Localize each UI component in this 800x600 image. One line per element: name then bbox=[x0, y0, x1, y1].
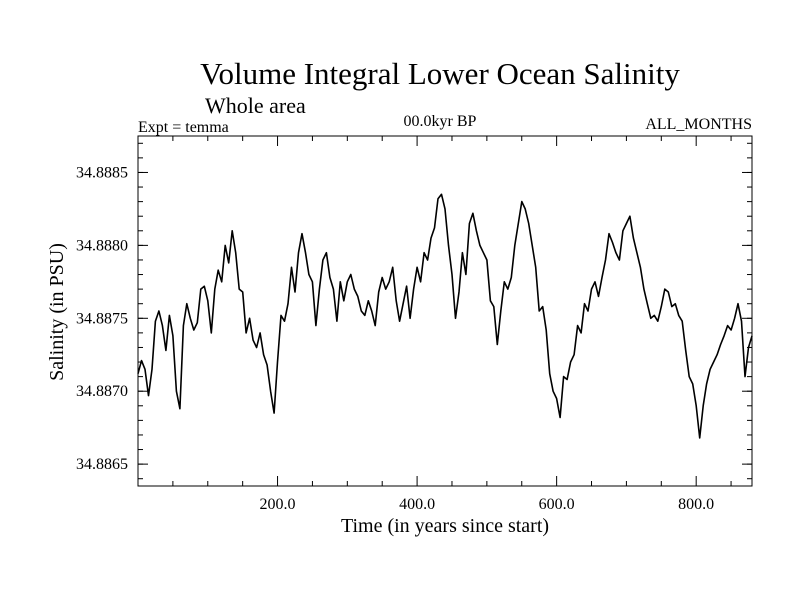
x-tick-label: 200.0 bbox=[260, 496, 296, 513]
x-tick-label: 800.0 bbox=[678, 496, 714, 513]
y-tick-label: 34.8870 bbox=[76, 383, 128, 400]
x-axis-label: Time (in years since start) bbox=[341, 515, 549, 537]
y-tick-label: 34.8875 bbox=[76, 310, 128, 327]
y-tick-label: 34.8880 bbox=[76, 237, 128, 254]
y-axis-label: Salinity (in PSU) bbox=[46, 243, 68, 381]
tick-labels: 200.0 400.0 600.0 800.0 34.8865 34.8870 34.887… bbox=[76, 164, 714, 513]
chart-title: Volume Integral Lower Ocean Salinity bbox=[200, 56, 680, 91]
salinity-series-line bbox=[137, 193, 753, 439]
y-tick-label: 34.8885 bbox=[76, 164, 128, 181]
period-label: 00.0kyr BP bbox=[404, 113, 477, 130]
plot-frame bbox=[137, 135, 753, 487]
axis-ticks bbox=[138, 136, 752, 486]
y-tick-label: 34.8865 bbox=[76, 456, 128, 473]
x-tick-label: 400.0 bbox=[399, 496, 435, 513]
experiment-label: Expt = temma bbox=[138, 119, 229, 136]
x-tick-label: 600.0 bbox=[539, 496, 575, 513]
months-label: ALL_MONTHS bbox=[645, 116, 752, 133]
chart-subtitle: Whole area bbox=[205, 93, 306, 118]
